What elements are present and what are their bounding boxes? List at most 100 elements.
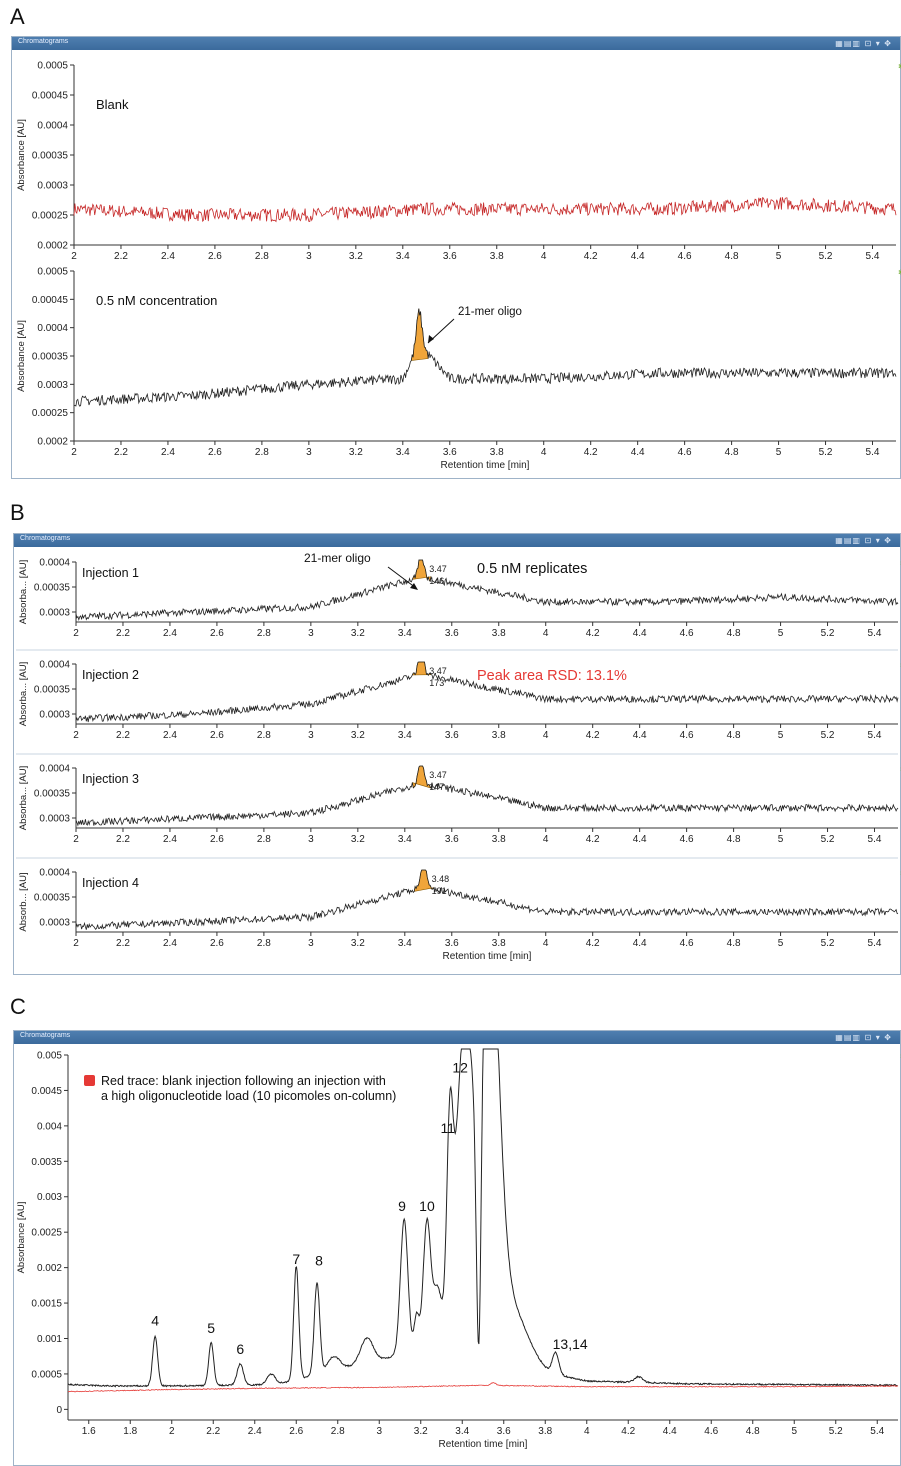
x-tick-label: 4.4 [633,938,647,949]
peak-rt-label: 3.48 [432,874,450,884]
y-axis-label: Absorba... [AU] [18,560,29,624]
x-tick-label: 2 [71,251,77,262]
x-tick-label: 5.2 [829,1426,843,1437]
x-tick-label: 4 [543,834,549,845]
high-load-trace [67,1048,898,1388]
y-tick-label: 0.0003 [37,380,68,391]
y-tick-label: 0.0004 [39,764,70,775]
x-tick-label: 5 [778,730,784,741]
x-tick-label: 1.8 [123,1426,137,1437]
x-tick-label: 5 [778,938,784,949]
x-tick-label: 3.2 [351,730,365,741]
injection-label: Injection 3 [82,772,139,786]
x-tick-label: 2.2 [114,251,128,262]
window-titlebar: Chromatograms ▦▤▥ ⊡ ▾ ✥ [14,1031,900,1044]
toolbar-icons[interactable]: ▦▤▥ ⊡ ▾ ✥ [835,536,892,545]
y-tick-label: 0.00035 [32,352,69,363]
x-tick-label: 2.8 [257,938,271,949]
x-tick-label: 3.4 [396,251,410,262]
x-tick-label: 4.8 [725,251,739,262]
peak-area-label: 191 [432,886,447,896]
x-tick-label: 3.6 [445,628,459,639]
x-tick-label: 4.4 [633,730,647,741]
y-tick-label: 0.001 [37,1334,62,1345]
x-tick-label: 2.8 [257,730,271,741]
x-tick-label: 2.8 [255,251,269,262]
peak-label: 5 [207,1320,215,1336]
chromatogram-window-b: Chromatograms ▦▤▥ ⊡ ▾ ✥ 2 2.2 2.4 2.6 2.8 3 3.… [13,533,901,975]
y-tick-label: 0.005 [37,1051,62,1062]
y-tick-label: 0.0003 [37,181,68,192]
x-tick-label: 4.8 [727,730,741,741]
y-tick-label: 0.0035 [31,1157,62,1168]
x-tick-label: 4 [541,251,547,262]
y-axis-label: Absorbance [AU] [16,320,27,392]
peak-area-label: 147 [429,782,444,792]
x-tick-label: 4.2 [621,1426,635,1437]
x-axis-label: Retention time [min] [441,460,530,471]
x-tick-label: 3.2 [351,938,365,949]
x-tick-label: 3 [308,628,314,639]
x-tick-label: 5.2 [821,730,835,741]
y-tick-label: 0.00035 [34,789,71,800]
x-tick-label: 2.4 [163,628,177,639]
arrow-head [428,335,434,343]
x-tick-label: 5 [776,251,782,262]
peak-label: 13,14 [553,1336,588,1352]
x-tick-label: 4.6 [680,628,694,639]
x-tick-label: 2.2 [206,1426,220,1437]
blank-trace [67,1382,899,1393]
x-tick-label: 2.2 [114,447,128,458]
y-tick-label: 0.00035 [34,583,71,594]
x-tick-label: 5.4 [866,447,880,458]
y-tick-label: 0.0002 [37,437,68,448]
legend-text-line2: a high oligonucleotide load (10 picomole… [101,1089,396,1103]
toolbar-icons[interactable]: ▦▤▥ ⊡ ▾ ✥ [835,39,892,48]
x-tick-label: 3 [376,1426,382,1437]
y-tick-label: 0.0004 [39,868,70,879]
y-tick-label: 0.0002 [37,241,68,252]
peak-rt-label: 3.47 [429,770,447,780]
toolbar-icons[interactable]: ▦▤▥ ⊡ ▾ ✥ [835,1033,892,1042]
x-tick-label: 4.6 [704,1426,718,1437]
x-tick-label: 3 [306,447,312,458]
x-tick-label: 3.4 [398,730,412,741]
x-tick-label: 3.2 [349,251,363,262]
x-tick-label: 4.6 [680,834,694,845]
x-tick-label: 4.8 [746,1426,760,1437]
replicates-label: 0.5 nM replicates [477,561,587,577]
x-tick-label: 4.8 [727,938,741,949]
x-tick-label: 2 [73,834,79,845]
x-tick-label: 2.4 [163,730,177,741]
x-tick-label: 2.4 [163,834,177,845]
x-axis-label: Retention time [min] [439,1439,528,1450]
x-tick-label: 4.2 [586,628,600,639]
y-axis-label: Absorba... [AU] [18,766,29,830]
high-load-plot: 1.6 1.8 2 2.2 2.4 2.6 2.8 3 3.2 3.4 3.6 3.8 4 4.2 4.4 4… [16,1048,901,1450]
x-tick-label: 3.8 [492,834,506,845]
x-tick-label: 5 [778,628,784,639]
x-tick-label: 5 [791,1426,797,1437]
peak-area-label: 173 [429,678,444,688]
x-tick-label: 4.4 [663,1426,677,1437]
x-tick-label: 3.4 [398,628,412,639]
x-tick-label: 3.8 [492,938,506,949]
y-tick-label: 0.0015 [31,1299,62,1310]
replicate-trace [75,765,899,827]
x-tick-label: 4.2 [584,447,598,458]
y-tick-label: 0.0005 [37,61,68,72]
x-tick-label: 3.2 [414,1426,428,1437]
x-tick-label: 3 [306,251,312,262]
x-tick-label: 4 [543,938,549,949]
y-axis-label: Absorba... [AU] [18,662,29,726]
injection-label: Injection 4 [82,876,139,890]
x-tick-label: 2.4 [248,1426,262,1437]
x-tick-label: 4 [584,1426,590,1437]
x-tick-label: 3.2 [351,628,365,639]
y-tick-label: 0.00025 [32,408,69,419]
panel-letter-b: B [10,500,25,525]
replicate-trace [75,661,899,723]
y-tick-label: 0 [56,1405,62,1416]
y-tick-label: 0.0003 [39,814,70,825]
y-tick-label: 0.00045 [32,91,69,102]
